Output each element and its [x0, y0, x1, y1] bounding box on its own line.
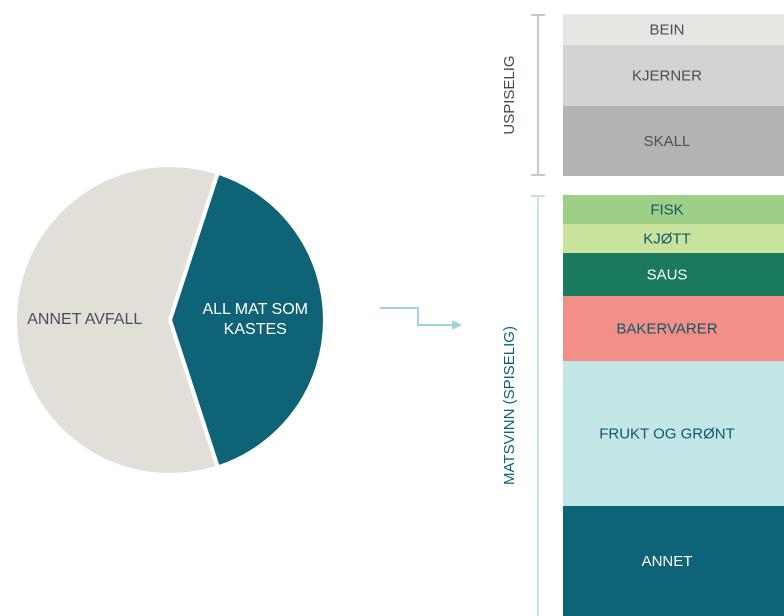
arrow-head	[452, 320, 462, 330]
stack-segment	[563, 14, 784, 45]
stack-segment	[563, 224, 784, 253]
stack-segment	[563, 45, 784, 106]
segment-label: FISK	[650, 201, 683, 218]
slice-label: ALL MAT SOM KASTES	[202, 301, 308, 338]
segment-label: BEIN	[649, 21, 684, 38]
segment-label: SAUS	[647, 266, 688, 283]
group-label: USPISELIG	[501, 55, 518, 134]
segment-label: KJERNER	[632, 67, 702, 84]
slice-label: ANNET AVFALL	[27, 311, 143, 328]
stack-segment	[563, 506, 784, 616]
stack-segment	[563, 253, 784, 296]
segment-label: KJØTT	[643, 230, 691, 247]
segment-label: FRUKT OG GRØNT	[599, 425, 735, 442]
segment-label: SKALL	[644, 133, 691, 150]
stack-segment	[563, 195, 784, 224]
stack-segment	[563, 296, 784, 361]
group-label: MATSVINN (SPISELIG)	[501, 326, 518, 485]
arrow	[380, 307, 452, 326]
stack-segment	[563, 106, 784, 176]
stack-segment	[563, 361, 784, 506]
pie-slice	[13, 163, 221, 477]
pie-slice	[167, 170, 328, 470]
segment-label: BAKERVARER	[616, 320, 717, 337]
segment-label: ANNET	[642, 553, 693, 570]
